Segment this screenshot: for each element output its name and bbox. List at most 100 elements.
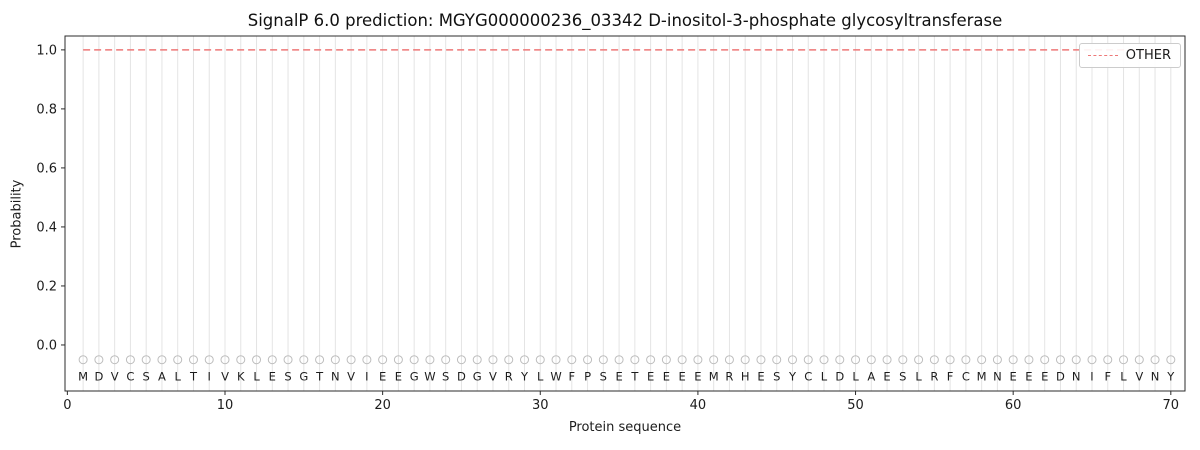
residue-marker	[1103, 355, 1113, 365]
residue-letter: N	[993, 370, 1002, 384]
residue-letter: D	[94, 370, 103, 384]
residue-letter: V	[1135, 370, 1143, 384]
residue-letter: W	[550, 370, 561, 384]
residue-letter: F	[568, 370, 575, 384]
residue-letter: M	[709, 370, 719, 384]
residue-letter: L	[821, 370, 828, 384]
residue-letter: H	[741, 370, 750, 384]
residue-marker	[756, 355, 766, 365]
residue-letter: C	[126, 370, 134, 384]
residue-letter: P	[584, 370, 591, 384]
axes-border	[64, 35, 1186, 392]
residue-marker	[1134, 355, 1144, 365]
residue-marker	[141, 355, 151, 365]
legend-label-other: OTHER	[1125, 48, 1171, 63]
residue-letter: C	[804, 370, 812, 384]
residue-letter: E	[1025, 370, 1032, 384]
residue-letter: C	[962, 370, 970, 384]
residue-marker	[882, 355, 892, 365]
residue-marker	[1119, 355, 1129, 365]
x-tick-label: 70	[1163, 398, 1180, 413]
residue-letter: L	[852, 370, 859, 384]
residue-letter: V	[347, 370, 355, 384]
y-tick-label: 0.6	[36, 161, 57, 176]
residue-letter: R	[505, 370, 513, 384]
residue-marker	[330, 355, 340, 365]
residue-letter: A	[158, 370, 166, 384]
residue-letter: N	[331, 370, 340, 384]
residue-letter: F	[1104, 370, 1111, 384]
residue-marker	[220, 355, 230, 365]
residue-letter: N	[1151, 370, 1160, 384]
residue-marker	[677, 355, 687, 365]
residue-letter: V	[221, 370, 229, 384]
residue-letter: L	[1120, 370, 1127, 384]
residue-letter: T	[315, 370, 324, 384]
residue-marker	[1166, 355, 1176, 365]
residue-letter: V	[111, 370, 119, 384]
x-tick-label: 40	[690, 398, 707, 413]
residue-letter: E	[395, 370, 402, 384]
residue-marker	[709, 355, 719, 365]
residue-marker	[441, 355, 451, 365]
residue-marker	[787, 355, 797, 365]
residue-marker	[488, 355, 498, 365]
residue-marker	[977, 355, 987, 365]
residue-marker	[252, 355, 262, 365]
residue-marker	[299, 355, 309, 365]
residue-marker	[898, 355, 908, 365]
residue-marker	[472, 355, 482, 365]
residue-letter: N	[1072, 370, 1081, 384]
residue-letter: T	[189, 370, 198, 384]
x-tick-label: 20	[374, 398, 391, 413]
residue-marker	[819, 355, 829, 365]
residue-marker	[520, 355, 530, 365]
residue-letter: R	[725, 370, 733, 384]
residue-marker	[1024, 355, 1034, 365]
residue-letter: L	[174, 370, 181, 384]
residue-marker	[961, 355, 971, 365]
residue-marker	[535, 355, 545, 365]
residue-marker	[204, 355, 214, 365]
residue-marker	[157, 355, 167, 365]
residue-letter: L	[915, 370, 922, 384]
residue-letter: L	[253, 370, 260, 384]
residue-marker	[1008, 355, 1018, 365]
residue-marker	[914, 355, 924, 365]
residue-marker	[866, 355, 876, 365]
residue-letter: R	[930, 370, 938, 384]
residue-marker	[346, 355, 356, 365]
chart-title: SignalP 6.0 prediction: MGYG000000236_03…	[247, 11, 1003, 30]
residue-letter: I	[1090, 370, 1093, 384]
residue-marker	[851, 355, 861, 365]
residue-marker	[315, 355, 325, 365]
residue-letter: S	[442, 370, 449, 384]
residue-marker	[362, 355, 372, 365]
x-tick-label: 10	[217, 398, 234, 413]
residue-letter: E	[883, 370, 890, 384]
legend: OTHER	[1078, 43, 1181, 68]
residue-letter: E	[694, 370, 701, 384]
residue-marker	[598, 355, 608, 365]
residue-letter: W	[424, 370, 435, 384]
x-tick-label: 50	[847, 398, 864, 413]
residue-letter: S	[284, 370, 291, 384]
residue-marker	[378, 355, 388, 365]
residue-letter: E	[1010, 370, 1017, 384]
residue-letter: D	[835, 370, 844, 384]
residue-marker	[393, 355, 403, 365]
y-tick-label: 0.8	[36, 102, 57, 117]
residue-marker	[1040, 355, 1050, 365]
residue-marker	[614, 355, 624, 365]
residue-letter: V	[489, 370, 497, 384]
residue-marker	[456, 355, 466, 365]
residue-letter: D	[457, 370, 466, 384]
residue-letter: S	[600, 370, 607, 384]
x-tick-label: 30	[532, 398, 549, 413]
residue-marker	[803, 355, 813, 365]
residue-marker	[236, 355, 246, 365]
residue-marker	[929, 355, 939, 365]
residue-letter: G	[473, 370, 482, 384]
residue-letter: L	[537, 370, 544, 384]
residue-marker	[94, 355, 104, 365]
